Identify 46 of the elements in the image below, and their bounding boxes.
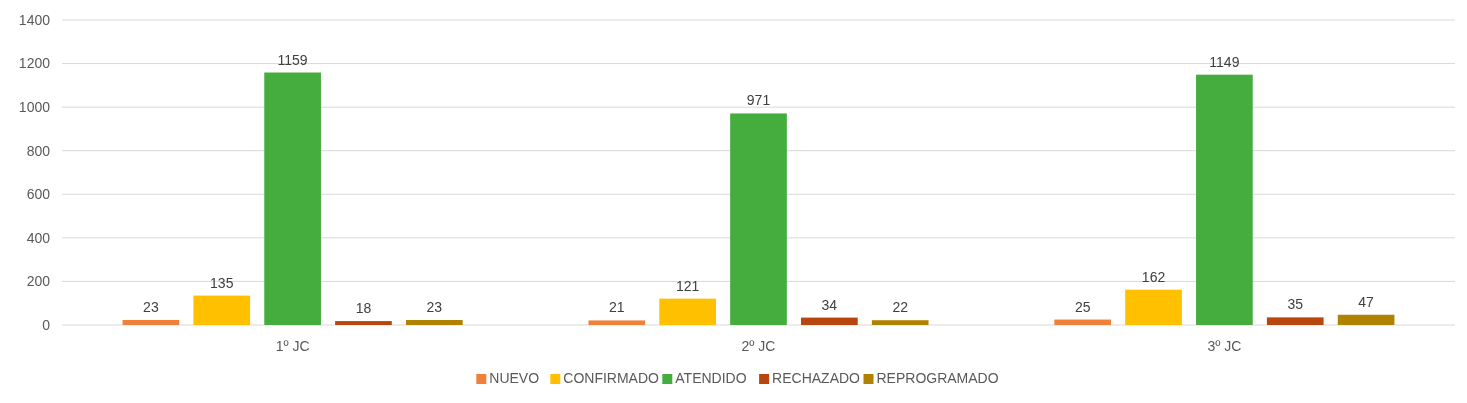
y-tick-label: 200	[26, 273, 51, 290]
x-tick-label: 2º JC	[741, 338, 776, 354]
y-tick-label: 800	[26, 142, 51, 159]
bar	[405, 319, 463, 325]
data-label: 162	[1141, 268, 1166, 285]
y-tick-label: 600	[26, 186, 51, 203]
bar	[193, 295, 251, 325]
y-tick-label: 1200	[18, 55, 51, 72]
bar	[588, 320, 646, 325]
data-label: 47	[1358, 293, 1375, 310]
bar	[1337, 314, 1395, 325]
data-label: 21	[609, 299, 625, 316]
x-tick-label: 3º JC	[1207, 338, 1242, 354]
bar	[264, 72, 321, 325]
bar	[1266, 317, 1324, 325]
y-tick-label: 400	[26, 229, 51, 246]
legend-label: RECHAZADO	[772, 370, 861, 386]
bar	[659, 298, 716, 325]
data-label: 971	[746, 92, 771, 109]
legend-label: NUEVO	[489, 370, 540, 386]
data-label: 25	[1074, 298, 1091, 315]
x-tick-label: 1º JC	[275, 338, 310, 354]
y-tick-label: 1400	[18, 11, 51, 28]
data-label: 121	[675, 277, 700, 294]
data-label: 18	[355, 300, 372, 317]
legend-label: REPROGRAMADO	[876, 370, 999, 386]
data-label: 23	[143, 298, 159, 315]
y-tick-label: 0	[42, 316, 51, 333]
bar	[1125, 289, 1182, 325]
bar	[335, 321, 392, 325]
data-label: 23	[426, 298, 443, 315]
data-label: 22	[892, 299, 909, 316]
legend-label: ATENDIDO	[675, 370, 747, 386]
bar	[1196, 74, 1253, 325]
data-label: 34	[821, 296, 838, 313]
bar	[122, 319, 180, 325]
bar	[871, 320, 929, 325]
data-label: 1159	[277, 51, 308, 68]
y-tick-label: 1000	[18, 99, 51, 116]
bar	[801, 317, 858, 325]
data-label: 135	[210, 274, 234, 291]
bar	[1054, 319, 1112, 325]
legend-label: CONFIRMADO	[563, 370, 660, 386]
data-label: 35	[1287, 296, 1304, 313]
bar	[730, 113, 787, 325]
data-label: 1149	[1209, 53, 1240, 70]
